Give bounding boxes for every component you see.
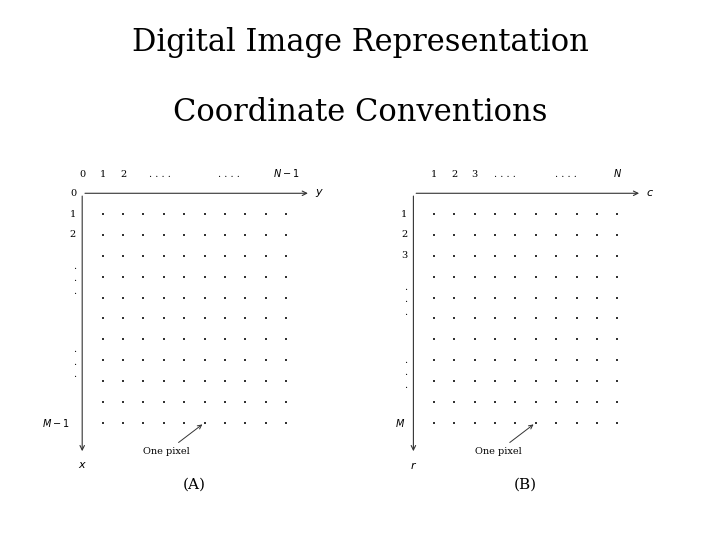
Text: .: .	[73, 287, 76, 296]
Text: $r$: $r$	[410, 460, 417, 471]
Text: 2: 2	[70, 231, 76, 240]
Text: .: .	[73, 357, 76, 367]
Text: .: .	[73, 274, 76, 284]
Text: 1: 1	[99, 170, 106, 179]
Text: One pixel: One pixel	[143, 425, 202, 456]
Text: .: .	[73, 345, 76, 354]
Text: .: .	[73, 370, 76, 379]
Text: Coordinate Conventions: Coordinate Conventions	[173, 97, 547, 128]
Text: 3: 3	[472, 170, 478, 179]
Text: .: .	[404, 381, 408, 390]
Text: .: .	[404, 295, 408, 304]
Text: 1: 1	[70, 210, 76, 219]
Text: .: .	[404, 368, 408, 377]
Text: . . . .: . . . .	[149, 170, 171, 179]
Text: .: .	[73, 262, 76, 271]
Text: .: .	[404, 282, 408, 292]
Text: 2: 2	[451, 170, 457, 179]
Text: . . . .: . . . .	[218, 170, 240, 179]
Text: (A): (A)	[183, 477, 206, 491]
Text: 2: 2	[120, 170, 126, 179]
Text: 3: 3	[401, 251, 408, 260]
Text: . . . .: . . . .	[494, 170, 516, 179]
Text: (B): (B)	[514, 477, 537, 491]
Text: $x$: $x$	[78, 460, 86, 470]
Text: One pixel: One pixel	[474, 425, 533, 456]
Text: 0: 0	[70, 189, 76, 198]
Text: 1: 1	[431, 170, 437, 179]
Text: 0: 0	[79, 170, 85, 179]
Text: $M$: $M$	[395, 417, 405, 429]
Text: . . . .: . . . .	[555, 170, 577, 179]
Text: 2: 2	[401, 231, 408, 240]
Text: .: .	[404, 356, 408, 364]
Text: $c$: $c$	[646, 188, 654, 198]
Text: 1: 1	[401, 210, 408, 219]
Text: Digital Image Representation: Digital Image Representation	[132, 27, 588, 58]
Text: $N-1$: $N-1$	[273, 167, 300, 179]
Text: .: .	[404, 308, 408, 316]
Text: $N$: $N$	[613, 167, 622, 179]
Text: $y$: $y$	[315, 187, 324, 199]
Text: $M-1$: $M-1$	[42, 417, 70, 429]
